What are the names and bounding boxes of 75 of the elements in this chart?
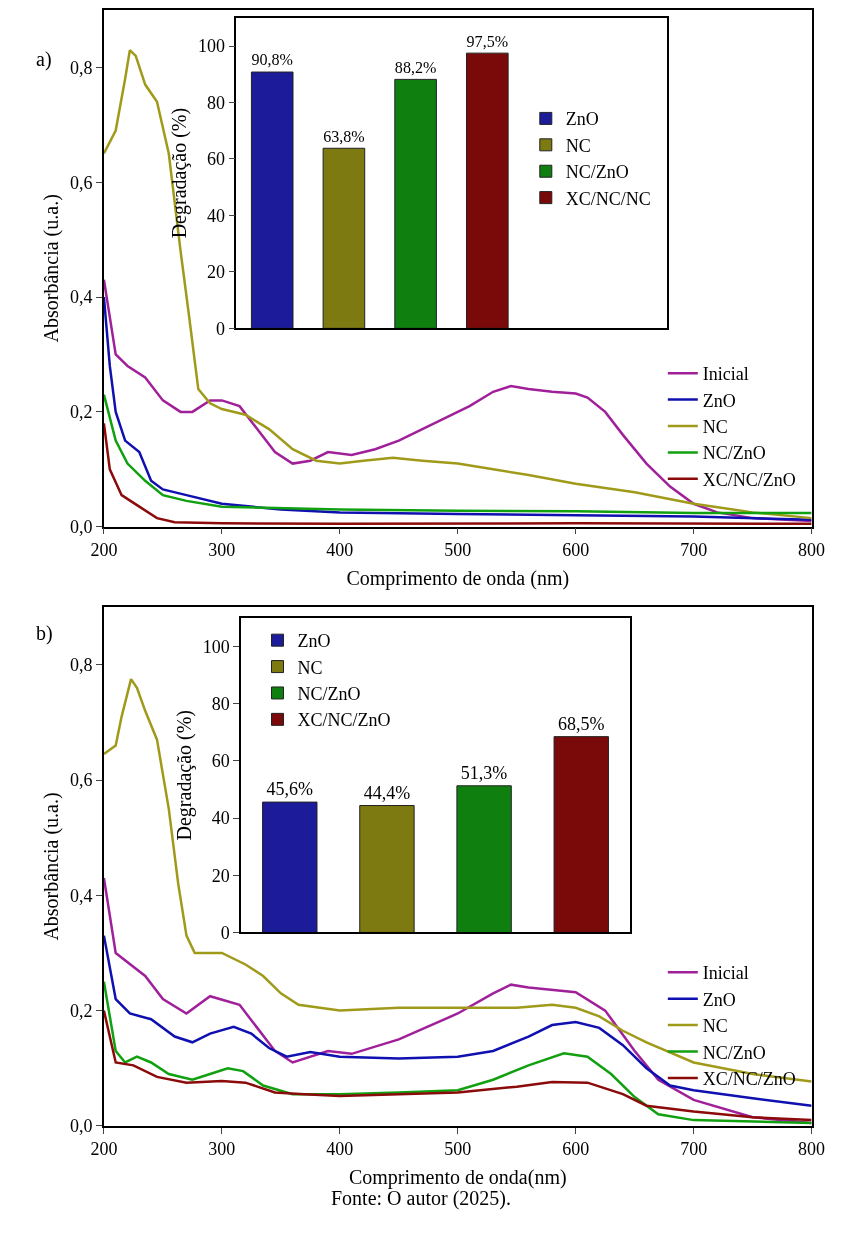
- x-tick-label: 200: [90, 1139, 118, 1160]
- y-tick-label: 20: [211, 865, 230, 886]
- y-tick-label: 60: [207, 149, 226, 170]
- x-tick-label: 800: [798, 1139, 826, 1160]
- data-label: 44,4%: [363, 782, 411, 803]
- y-axis-title: Absorbância (u.a.): [40, 194, 64, 343]
- data-label: 90,8%: [251, 51, 293, 69]
- y-tick-label: 20: [207, 262, 226, 283]
- x-tick-label: 400: [326, 540, 354, 561]
- y-tick-label: 0,0: [70, 517, 93, 538]
- y-tick-label: 0,8: [70, 57, 93, 78]
- legend-label: Inicial: [702, 963, 749, 984]
- y-tick-label: 80: [207, 92, 226, 113]
- line-series: [103, 677, 812, 1083]
- legend-label: NC: [565, 135, 591, 156]
- data-label: 51,3%: [460, 762, 508, 783]
- x-tick-label: 400: [326, 1139, 354, 1160]
- x-tick-label: 500: [444, 540, 472, 561]
- legend-label: ZnO: [702, 390, 736, 411]
- y-tick-label: 0,0: [70, 1116, 93, 1137]
- x-tick-label: 600: [562, 1139, 590, 1160]
- y-tick-label: 0: [216, 318, 226, 339]
- x-tick-label: 300: [208, 540, 236, 561]
- data-label: 88,2%: [394, 58, 437, 76]
- text: b): [36, 622, 53, 645]
- legend-label: NC/ZnO: [702, 443, 766, 464]
- legend-label: XC/NC/NC: [565, 188, 651, 209]
- data-label: 68,5%: [558, 713, 605, 734]
- y-tick-label: 100: [198, 36, 226, 57]
- x-tick-label: 700: [680, 540, 708, 561]
- x-tick-label: 800: [798, 540, 826, 561]
- legend-label: NC: [297, 657, 323, 678]
- y-tick-label: 0,4: [70, 287, 93, 308]
- y-tick-label: 40: [211, 808, 230, 829]
- y-tick-label: 0,2: [70, 402, 93, 423]
- legend-label: ZnO: [565, 109, 599, 130]
- line-series: [103, 1009, 812, 1122]
- data-label: 63,8%: [323, 127, 365, 145]
- y-tick-label: 40: [207, 205, 226, 226]
- y-tick-label: 100: [202, 636, 230, 657]
- legend-label: ZnO: [297, 631, 331, 652]
- x-axis-title: Comprimento de onda(nm): [348, 1166, 567, 1190]
- legend-label: Inicial: [702, 364, 749, 385]
- y-axis-title: Degradação (%): [168, 107, 192, 239]
- y-tick-label: 0,6: [70, 770, 93, 791]
- text: a): [36, 48, 52, 71]
- legend-label: NC: [702, 1016, 728, 1037]
- y-axis-title: Degradação (%): [172, 709, 196, 841]
- y-tick-label: 0,4: [70, 885, 93, 906]
- data-label: 97,5%: [466, 32, 509, 50]
- legend-label: ZnO: [702, 989, 736, 1010]
- x-tick-label: 600: [562, 540, 590, 561]
- legend-label: NC: [702, 417, 728, 437]
- line-series: [103, 393, 812, 515]
- y-tick-label: 0: [220, 922, 230, 943]
- x-tick-label: 500: [444, 1139, 472, 1160]
- legend-label: NC/ZnO: [297, 683, 361, 704]
- line-series: [103, 980, 812, 1125]
- y-tick-label: 0,8: [70, 655, 93, 676]
- y-tick-label: 0,6: [70, 172, 93, 193]
- x-tick-label: 300: [208, 1139, 236, 1160]
- y-tick-label: 80: [211, 694, 230, 715]
- legend-label: NC/ZnO: [702, 1042, 766, 1063]
- line-series: [103, 422, 812, 526]
- y-tick-label: 60: [211, 751, 230, 772]
- x-axis-title: Comprimento de onda (nm): [346, 567, 570, 591]
- legend-label: XC/NC/ZnO: [297, 710, 391, 731]
- legend-label: NC/ZnO: [565, 162, 629, 183]
- x-tick-label: 200: [90, 540, 118, 561]
- data-label: 45,6%: [266, 779, 314, 800]
- legend-label: XC/NC/ZnO: [702, 1068, 796, 1089]
- y-axis-title: Absorbância (u.a.): [40, 792, 64, 941]
- legend-label: XC/NC/ZnO: [702, 469, 796, 490]
- x-tick-label: 700: [680, 1139, 708, 1160]
- y-tick-label: 0,2: [70, 1000, 93, 1021]
